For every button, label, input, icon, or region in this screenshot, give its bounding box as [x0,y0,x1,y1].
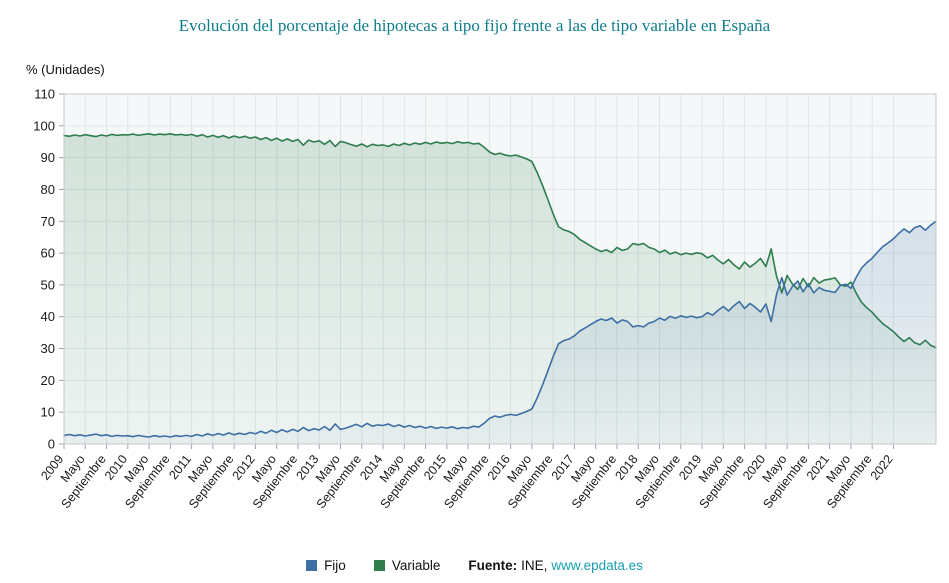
source-attribution: Fuente: INE, www.epdata.es [468,558,643,573]
fijo-series-swatch-icon [306,560,318,571]
chart-title: Evolución del porcentaje de hipotecas a … [178,16,771,35]
svg-text:20: 20 [41,373,55,388]
svg-text:0: 0 [48,437,55,452]
source-label: Fuente: [468,558,518,573]
svg-text:30: 30 [41,341,55,356]
source-org: INE, [521,558,548,573]
svg-text:100: 100 [33,118,55,133]
svg-text:60: 60 [41,246,55,261]
svg-text:2022: 2022 [868,452,896,483]
svg-text:80: 80 [41,182,55,197]
legend-item-variable[interactable]: Variable [373,558,441,573]
variable-series-swatch-icon [373,560,385,571]
epdata-link[interactable]: www.epdata.es [551,558,643,573]
svg-text:40: 40 [41,309,55,324]
svg-text:50: 50 [41,277,55,292]
svg-text:10: 10 [41,405,55,420]
svg-text:90: 90 [41,150,55,165]
legend-label-fijo: Fijo [324,558,346,573]
svg-text:110: 110 [34,87,55,102]
legend-item-fijo[interactable]: Fijo [306,558,346,573]
chart-canvas: 01020304050607080901001102009MayoSeptiem… [33,87,937,511]
chart-legend: Fijo Variable Fuente: INE, www.epdata.es [0,558,949,573]
y-axis-unit-label: % (Unidades) [26,62,105,77]
legend-label-variable: Variable [391,558,441,573]
svg-text:70: 70 [41,214,55,229]
